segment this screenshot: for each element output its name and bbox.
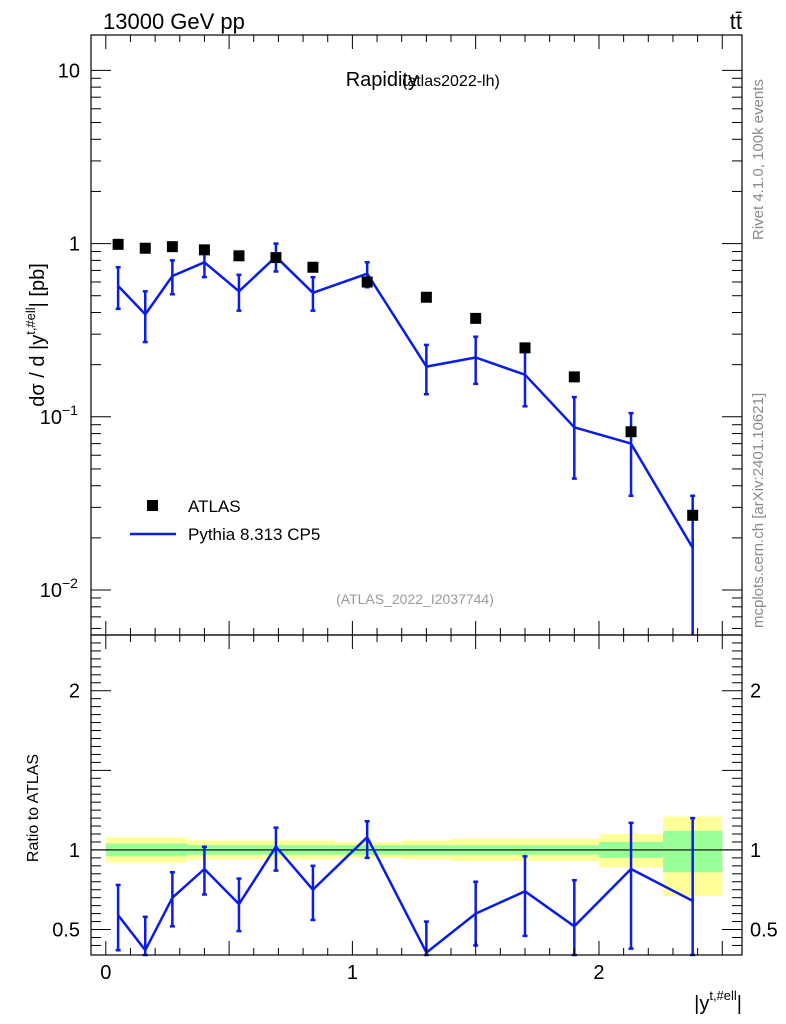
atlas-data-point (687, 509, 699, 521)
atlas-data-point (112, 238, 124, 250)
ratio-y-tick-label-right: 0.5 (750, 920, 778, 942)
mc-line (117, 255, 694, 549)
ratio-y-tick-label-left: 0.5 (52, 920, 80, 942)
atlas-data-point (307, 261, 319, 273)
atlas-data-point (470, 312, 482, 324)
ratio-y-axis-label: Ratio to ATLAS (25, 754, 42, 862)
atlas-data-point (198, 244, 210, 256)
atlas-data-point (625, 426, 637, 438)
ratio-y-tick-label-right: 1 (750, 840, 761, 862)
ratio-y-tick-label-left: 2 (69, 681, 80, 703)
legend-marker-atlas (147, 500, 158, 511)
atlas-data-point (519, 342, 531, 354)
main-y-tick-label: 10 (40, 407, 62, 429)
ratio-y-tick-label-left: 1 (69, 840, 80, 862)
main-y-axis-label: dσ / d |yt,#ell| [pb] (23, 263, 49, 407)
legend: ATLAS Pythia 8.313 CP5 (130, 497, 320, 544)
atlas-data-point (568, 371, 580, 383)
main-y-tick-label: 10 (58, 60, 80, 82)
mcplots-label: mcplots.cern.ch [arXiv:2401.10621] (750, 393, 767, 628)
analysis-watermark: (ATLAS_2022_I2037744) (336, 591, 494, 607)
legend-label-pythia: Pythia 8.313 CP5 (188, 525, 320, 544)
main-frame (90, 34, 743, 636)
plot-subtitle: (atlas2022-lh) (402, 73, 500, 90)
rivet-version-label: Rivet 4.1.0, 100k events (750, 79, 767, 240)
x-tick-label: 2 (593, 962, 604, 984)
energy-label: 13000 GeV pp (103, 9, 245, 34)
atlas-data-point (420, 291, 432, 303)
process-label: tt̄ (730, 9, 742, 34)
atlas-data-point (270, 252, 282, 264)
ratio-line (117, 835, 694, 954)
ratio-panel: 2 2 1 1 0.5 0.5 0 1 2 Ratio to ATLAS |yt,#ell| (25, 634, 778, 1015)
ratio-frame (90, 634, 743, 956)
atlas-data-point (139, 242, 151, 254)
main-y-tick-label: 1 (69, 234, 80, 256)
legend-label-atlas: ATLAS (188, 497, 241, 516)
main-y-tick-exponent: −2 (62, 575, 78, 591)
main-y-tick-label: 10 (40, 580, 62, 602)
atlas-data-point (233, 250, 245, 262)
x-tick-label: 1 (347, 962, 358, 984)
atlas-data-point (166, 241, 178, 253)
atlas-data-point (361, 276, 373, 288)
main-y-tick-exponent: −1 (62, 402, 78, 418)
plot-title: Rapidity (346, 69, 418, 91)
x-tick-label: 0 (100, 962, 111, 984)
ratio-y-tick-label-right: 2 (750, 681, 761, 703)
x-axis-label: |yt,#ell| (694, 988, 742, 1015)
